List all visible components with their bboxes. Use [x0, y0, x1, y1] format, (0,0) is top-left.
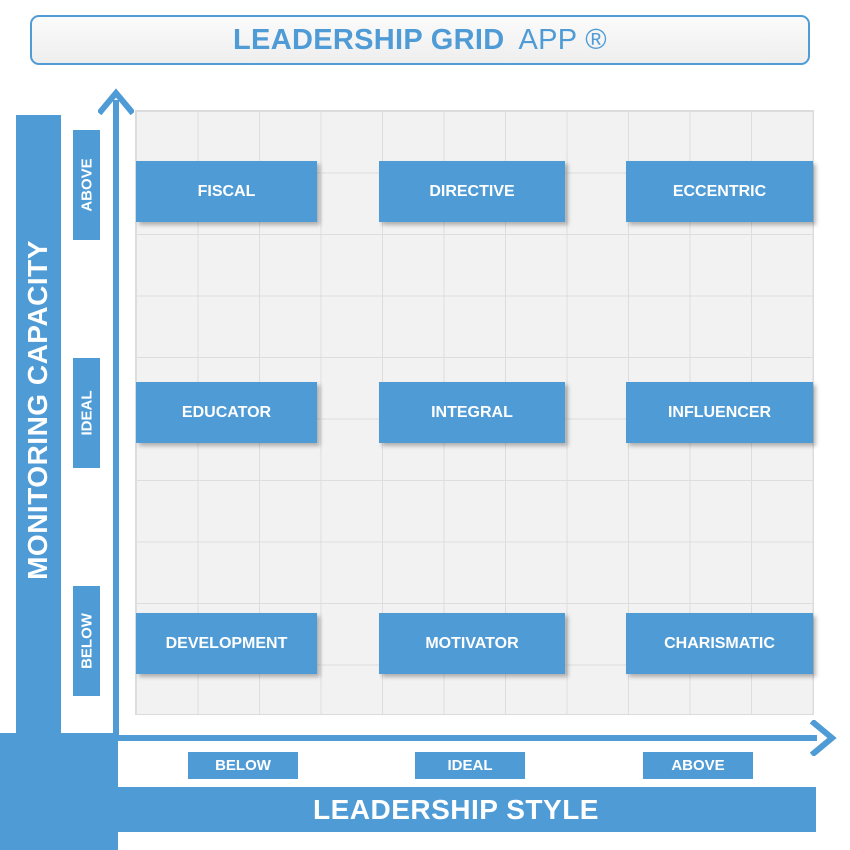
y-axis-title: MONITORING CAPACITY: [22, 240, 53, 580]
cell-educator[interactable]: EDUCATOR: [136, 382, 317, 443]
y-level-above-label: ABOVE: [78, 158, 95, 212]
cell-influencer[interactable]: INFLUENCER: [626, 382, 813, 443]
corner-block: [0, 733, 118, 850]
arrow-up-icon: [98, 88, 134, 115]
app-title-banner: LEADERSHIP GRID APP ®: [30, 15, 810, 65]
y-level-below: BELOW: [73, 586, 100, 696]
y-axis-line: [113, 100, 119, 740]
x-axis-title: LEADERSHIP STYLE: [313, 793, 599, 825]
leadership-grid: FISCAL DIRECTIVE ECCENTRIC EDUCATOR INTE…: [135, 110, 814, 715]
y-level-ideal-label: IDEAL: [78, 390, 95, 436]
y-axis-title-bar: [16, 115, 61, 735]
arrow-right-icon: [810, 720, 837, 756]
x-axis-line: [112, 735, 817, 741]
x-axis-title-bar: [118, 787, 816, 832]
cell-development[interactable]: DEVELOPMENT: [136, 613, 317, 674]
cell-charismatic[interactable]: CHARISMATIC: [626, 613, 813, 674]
y-level-below-label: BELOW: [78, 613, 95, 669]
cell-eccentric[interactable]: ECCENTRIC: [626, 161, 813, 222]
cell-integral[interactable]: INTEGRAL: [379, 382, 565, 443]
x-level-below: BELOW: [188, 752, 298, 779]
x-level-ideal: IDEAL: [415, 752, 525, 779]
cell-motivator[interactable]: MOTIVATOR: [379, 613, 565, 674]
y-level-ideal: IDEAL: [73, 358, 100, 468]
y-level-above: ABOVE: [73, 130, 100, 240]
x-level-above: ABOVE: [643, 752, 753, 779]
app-title: LEADERSHIP GRID: [233, 23, 505, 56]
app-title-suffix: APP ®: [518, 23, 607, 56]
cell-directive[interactable]: DIRECTIVE: [379, 161, 565, 222]
cell-fiscal[interactable]: FISCAL: [136, 161, 317, 222]
